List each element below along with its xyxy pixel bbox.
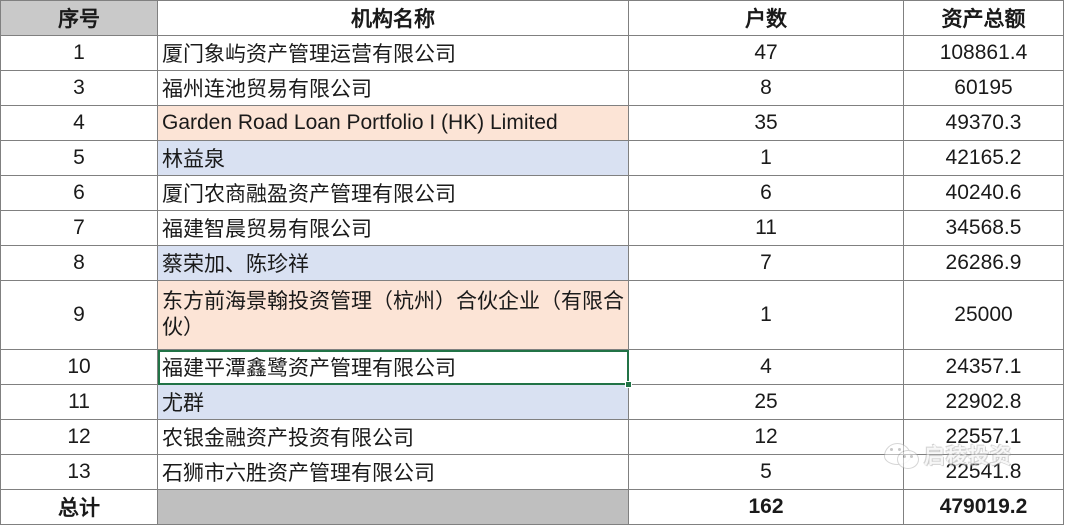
cell-name[interactable]: 蔡荣加、陈珍祥 — [157, 245, 629, 281]
cell-name[interactable]: 农银金融资产投资有限公司 — [157, 419, 629, 455]
cell-amount[interactable]: 42165.2 — [903, 140, 1064, 176]
cell-amount[interactable]: 25000 — [903, 280, 1064, 350]
cell-index[interactable]: 13 — [0, 454, 158, 490]
column-header-index[interactable]: 序号 — [0, 0, 158, 36]
cell-name[interactable]: Garden Road Loan Portfolio I (HK) Limite… — [157, 105, 629, 141]
cell-index[interactable]: 7 — [0, 210, 158, 246]
table-row: 9 东方前海景翰投资管理（杭州）合伙企业（有限合伙） 1 25000 — [0, 280, 1064, 350]
cell-name[interactable]: 福建智晨贸易有限公司 — [157, 210, 629, 246]
cell-amount[interactable]: 22902.8 — [903, 384, 1064, 420]
table-row: 8 蔡荣加、陈珍祥 7 26286.9 — [0, 245, 1064, 281]
cell-name[interactable]: 尤群 — [157, 384, 629, 420]
table-row: 11 尤群 25 22902.8 — [0, 384, 1064, 420]
column-header-count[interactable]: 户数 — [628, 0, 904, 36]
cell-count[interactable]: 11 — [628, 210, 904, 246]
cell-amount[interactable]: 34568.5 — [903, 210, 1064, 246]
table-row: 10 福建平潭鑫鹭资产管理有限公司 4 24357.1 — [0, 349, 1064, 385]
cell-index[interactable]: 4 — [0, 105, 158, 141]
cell-name[interactable]: 东方前海景翰投资管理（杭州）合伙企业（有限合伙） — [157, 280, 629, 350]
column-header-amount[interactable]: 资产总额 — [903, 0, 1064, 36]
total-label[interactable]: 总计 — [0, 489, 158, 525]
cell-index[interactable]: 5 — [0, 140, 158, 176]
cell-name-active[interactable]: 福建平潭鑫鹭资产管理有限公司 — [157, 349, 629, 385]
table-row: 1 厦门象屿资产管理运营有限公司 47 108861.4 — [0, 35, 1064, 71]
cell-index[interactable]: 1 — [0, 35, 158, 71]
cell-index[interactable]: 11 — [0, 384, 158, 420]
cell-amount[interactable]: 24357.1 — [903, 349, 1064, 385]
cell-amount[interactable]: 26286.9 — [903, 245, 1064, 281]
cell-index[interactable]: 8 — [0, 245, 158, 281]
cell-count[interactable]: 12 — [628, 419, 904, 455]
cell-name[interactable]: 福州连池贸易有限公司 — [157, 70, 629, 106]
cell-index[interactable]: 9 — [0, 280, 158, 350]
cell-count[interactable]: 6 — [628, 175, 904, 211]
cell-count[interactable]: 47 — [628, 35, 904, 71]
cell-index[interactable]: 10 — [0, 349, 158, 385]
table-row: 5 林益泉 1 42165.2 — [0, 140, 1064, 176]
total-amount[interactable]: 479019.2 — [903, 489, 1064, 525]
cell-count[interactable]: 5 — [628, 454, 904, 490]
table-total-row: 总计 162 479019.2 — [0, 489, 1064, 525]
cell-amount[interactable]: 49370.3 — [903, 105, 1064, 141]
table-row: 3 福州连池贸易有限公司 8 60195 — [0, 70, 1064, 106]
cell-name[interactable]: 石狮市六胜资产管理有限公司 — [157, 454, 629, 490]
cell-name[interactable]: 林益泉 — [157, 140, 629, 176]
cell-amount[interactable]: 22557.1 — [903, 419, 1064, 455]
cell-amount[interactable]: 108861.4 — [903, 35, 1064, 71]
table-row: 12 农银金融资产投资有限公司 12 22557.1 — [0, 419, 1064, 455]
cell-count[interactable]: 1 — [628, 280, 904, 350]
cell-count[interactable]: 8 — [628, 70, 904, 106]
cell-count[interactable]: 7 — [628, 245, 904, 281]
cell-index[interactable]: 6 — [0, 175, 158, 211]
cell-name[interactable]: 厦门象屿资产管理运营有限公司 — [157, 35, 629, 71]
cell-count[interactable]: 35 — [628, 105, 904, 141]
cell-index[interactable]: 12 — [0, 419, 158, 455]
cell-count[interactable]: 1 — [628, 140, 904, 176]
cell-count[interactable]: 4 — [628, 349, 904, 385]
table-row: 4 Garden Road Loan Portfolio I (HK) Limi… — [0, 105, 1064, 141]
cell-amount[interactable]: 60195 — [903, 70, 1064, 106]
table-row: 13 石狮市六胜资产管理有限公司 5 22541.8 — [0, 454, 1064, 490]
fill-handle[interactable] — [624, 380, 632, 388]
table-header-row: 序号 机构名称 户数 资产总额 — [0, 0, 1064, 36]
cell-index[interactable]: 3 — [0, 70, 158, 106]
cell-name[interactable]: 厦门农商融盈资产管理有限公司 — [157, 175, 629, 211]
table-row: 6 厦门农商融盈资产管理有限公司 6 40240.6 — [0, 175, 1064, 211]
cell-amount[interactable]: 40240.6 — [903, 175, 1064, 211]
total-name[interactable] — [157, 489, 629, 525]
total-count[interactable]: 162 — [628, 489, 904, 525]
table-row: 7 福建智晨贸易有限公司 11 34568.5 — [0, 210, 1064, 246]
cell-count[interactable]: 25 — [628, 384, 904, 420]
column-header-name[interactable]: 机构名称 — [157, 0, 629, 36]
cell-amount[interactable]: 22541.8 — [903, 454, 1064, 490]
